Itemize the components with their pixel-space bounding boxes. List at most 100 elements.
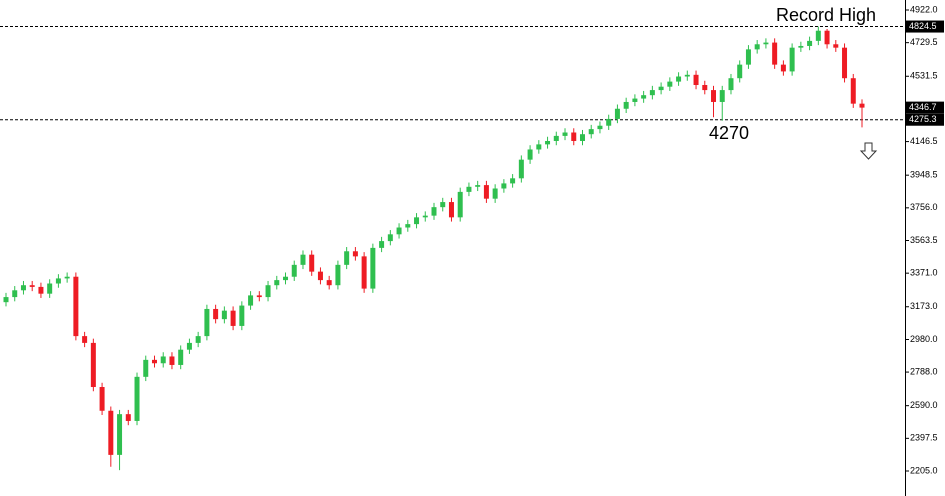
candle-body [405,224,411,228]
candle-body [440,202,446,208]
level-label: 4275.3 [909,114,937,124]
candle-body [90,342,96,388]
candle-body [265,285,271,298]
candle-body [850,78,856,104]
candle-body [745,49,751,65]
annotation: Record High [776,5,876,25]
candle-body [562,132,568,136]
y-tick-label: 2788.0 [910,366,938,376]
candle-body [807,40,813,46]
candle-body [719,90,725,102]
candle-body [649,90,655,96]
candle-body [518,159,524,179]
candle-body [632,98,638,102]
candle-body [606,118,612,126]
candle-body [134,376,140,421]
candle-body [763,42,769,45]
candle-body [579,134,585,141]
candle-body [47,283,53,294]
y-tick-label: 4531.5 [910,71,938,81]
candle-body [553,135,559,141]
candle-body [73,276,79,337]
candle-body [711,90,717,102]
candle-body [824,30,830,45]
candle-body [597,125,603,130]
candle-body [789,47,795,72]
candle-body [614,108,620,119]
candle-body [82,336,88,343]
candle-body [221,310,227,320]
candle-body [780,64,786,72]
candle-body [431,207,437,216]
candle-body [684,74,690,77]
candle-body [326,280,332,286]
candle-body [527,149,533,160]
candle-body [230,310,236,326]
candle-body [344,251,350,265]
candle-body [571,132,577,141]
candle-body [457,191,463,218]
candle-body [186,342,192,350]
candle-body [239,305,245,326]
y-tick-label: 2397.5 [910,433,938,443]
candle-body [772,42,778,65]
candle-body [178,349,184,365]
y-tick-label: 3173.0 [910,301,938,311]
candle-body [370,247,376,289]
candle-body [658,86,664,91]
candle-body [12,290,18,298]
candle-body [283,276,289,281]
candle-body [414,217,420,225]
candle-body [466,186,472,192]
candle-body [309,254,315,272]
candle-body [501,183,507,189]
y-tick-label: 3756.0 [910,202,938,212]
candle-body [737,64,743,79]
candle-body [641,95,647,99]
last-price-label: 4346.7 [909,102,937,112]
candle-body [492,188,498,199]
candle-body [317,271,323,281]
candle-body [213,308,219,320]
y-tick-label: 3371.0 [910,268,938,278]
candle-body [151,359,157,364]
candle-body [676,76,682,82]
candle-body [859,103,865,108]
candle-body [361,256,367,289]
level-box [906,113,944,126]
candle-body [623,101,629,109]
candle-body [728,78,734,91]
candle-body [117,414,123,455]
y-tick-label: 3563.5 [910,235,938,245]
candle-body [64,276,70,279]
candle-body [55,278,61,284]
candle-body [842,47,848,79]
y-tick-label: 2205.0 [910,465,938,475]
annotation: 4270 [709,123,749,143]
candle-body [815,30,821,41]
y-tick-label: 4922.0 [910,4,938,14]
candle-body [702,84,708,91]
candle-body [29,285,35,287]
candle-body [754,44,760,50]
candle-body [422,215,428,218]
last-price-box [906,101,944,114]
candle-body [798,45,804,48]
level-box [906,20,944,33]
candle-body [291,264,297,277]
level-label: 4824.5 [909,21,937,31]
candle-body [143,359,149,377]
candle-body [667,81,673,87]
candle-body [3,297,9,303]
y-tick-label: 3948.5 [910,170,938,180]
candle-body [536,144,542,150]
candle-body [352,251,358,257]
candle-body [379,241,385,248]
candle-body [195,336,201,343]
candle-body [274,280,280,286]
candle-body [483,185,489,199]
candle-body [510,178,516,184]
candle-body [169,356,175,365]
candle-body [693,74,699,85]
